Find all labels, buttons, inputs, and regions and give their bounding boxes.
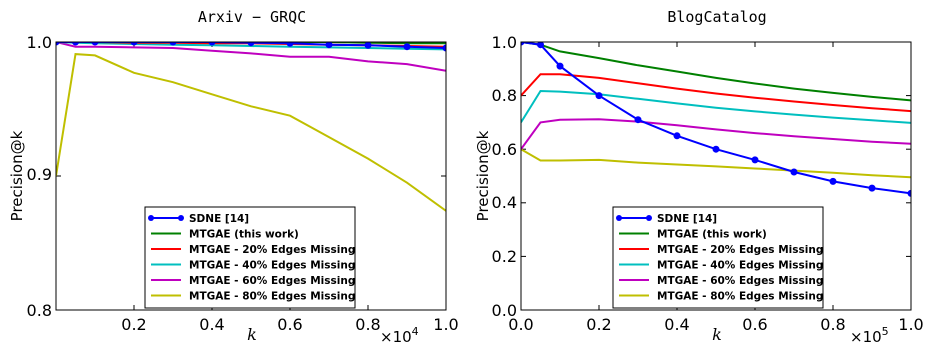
x-tick-label: 0.2	[586, 315, 611, 334]
data-point	[286, 42, 294, 47]
chart-title-left: Arxiv − GRQC	[198, 8, 306, 26]
panel-left: Arxiv − GRQC Precision@k k ×104 0.8 0.9 …	[8, 8, 459, 346]
series-line-mtgae-60-edges-missing	[521, 118, 911, 150]
data-point	[56, 42, 60, 46]
data-point	[712, 145, 720, 153]
y-tick-label: 1.0	[27, 33, 52, 52]
x-tick-label: 1.0	[433, 315, 458, 334]
data-point	[556, 62, 564, 70]
series-line-mtgae-this-work	[521, 42, 911, 102]
series-group	[521, 42, 911, 197]
y-tick-label: 0.8	[492, 86, 517, 105]
series-line-mtgae-80-edges-missing	[521, 148, 911, 179]
x-tick-label: 0.6	[742, 315, 767, 334]
x-axis-label-left: k	[247, 325, 257, 344]
panel-right: BlogCatalog Precision@k k ×105 0.0 0.2 0…	[474, 8, 924, 346]
y-tick-label: 0.8	[27, 301, 52, 320]
data-point	[868, 184, 876, 192]
data-point	[521, 42, 525, 46]
legend-label: MTGAE - 60% Edges Missing	[189, 275, 355, 287]
legend-label: SDNE [14]	[657, 213, 717, 225]
data-point	[325, 42, 333, 49]
x-tick-label: 0.4	[664, 315, 689, 334]
data-point	[403, 43, 411, 51]
legend-marker	[178, 215, 184, 221]
series-line-mtgae-20-edges-missing	[521, 73, 911, 113]
data-point	[208, 42, 216, 46]
legend-label: MTGAE - 40% Edges Missing	[657, 260, 823, 272]
data-point	[673, 132, 681, 140]
x-tick-label: 0.8	[820, 315, 845, 334]
data-point	[537, 42, 544, 49]
data-point	[169, 42, 177, 46]
legend-label: MTGAE - 60% Edges Missing	[657, 275, 823, 287]
chart-title-right: BlogCatalog	[667, 8, 766, 26]
series-group	[56, 42, 446, 212]
legend-marker	[646, 215, 652, 221]
data-point	[595, 92, 603, 100]
legend-label: MTGAE - 40% Edges Missing	[189, 260, 355, 272]
x-multiplier-left: ×104	[380, 325, 419, 346]
legend-box	[612, 206, 824, 309]
data-point	[790, 168, 798, 176]
legend-right: SDNE [14] MTGAE (this work) MTGAE - 20% Ed…	[612, 206, 824, 309]
x-tick-label: 1.0	[898, 315, 923, 334]
series-line-mtgae-80-edges-missing	[56, 53, 446, 212]
series-line-mtgae-60-edges-missing	[56, 42, 446, 72]
x-multiplier-right: ×105	[850, 325, 889, 346]
plot-area-right	[520, 41, 912, 311]
data-point	[247, 42, 255, 47]
y-tick-label: 1.0	[492, 33, 517, 52]
legend-label: MTGAE (this work)	[657, 229, 767, 241]
x-tick-label: 0.0	[508, 315, 533, 334]
legend-box	[144, 206, 356, 309]
series-line-mtgae-this-work	[56, 42, 446, 45]
y-tick-labels-left: 0.8 0.9 1.0	[27, 33, 52, 320]
x-tick-labels-right: 0.0 0.2 0.4 0.6 0.8 1.0	[508, 315, 923, 334]
data-point	[634, 116, 642, 124]
y-tick-label: 0.9	[27, 165, 52, 184]
plot-frame-right	[520, 41, 912, 311]
legend-marker	[148, 215, 154, 221]
data-point	[442, 44, 446, 52]
series-line-mtgae-40-edges-missing	[521, 89, 911, 124]
data-point	[72, 42, 79, 46]
y-tick-labels-right: 0.0 0.2 0.4 0.6 0.8 1.0	[492, 33, 517, 320]
legend-label: MTGAE - 20% Edges Missing	[189, 244, 355, 256]
legend-label: MTGAE - 80% Edges Missing	[657, 291, 823, 303]
data-point	[91, 42, 99, 46]
data-point	[751, 156, 759, 164]
legend-marker	[616, 215, 622, 221]
data-point	[829, 177, 837, 185]
legend-label: MTGAE - 80% Edges Missing	[189, 291, 355, 303]
x-tick-label: 0.8	[355, 315, 380, 334]
legend-label: MTGAE - 20% Edges Missing	[657, 244, 823, 256]
data-point	[130, 42, 138, 46]
legend-left: SDNE [14] MTGAE (this work) MTGAE - 20% Ed…	[144, 206, 356, 309]
data-point	[364, 42, 372, 49]
y-axis-label-left: Precision@k	[8, 130, 26, 221]
series-line-sdne-14	[521, 42, 911, 195]
x-axis-label-right: k	[712, 325, 722, 344]
x-tick-label: 0.4	[199, 315, 224, 334]
data-point	[907, 189, 911, 197]
y-tick-label: 0.4	[492, 193, 517, 212]
y-axis-label-right: Precision@k	[474, 130, 492, 221]
y-tick-label: 0.2	[492, 247, 517, 266]
y-tick-label: 0.0	[492, 301, 517, 320]
plot-frame-left	[55, 41, 447, 311]
legend-label: SDNE [14]	[189, 213, 249, 225]
x-tick-label: 0.6	[277, 315, 302, 334]
x-tick-label: 0.2	[121, 315, 146, 334]
y-tick-label: 0.6	[492, 140, 517, 159]
x-tick-labels-left: 0.2 0.4 0.6 0.8 1.0	[121, 315, 458, 334]
legend-label: MTGAE (this work)	[189, 229, 299, 241]
